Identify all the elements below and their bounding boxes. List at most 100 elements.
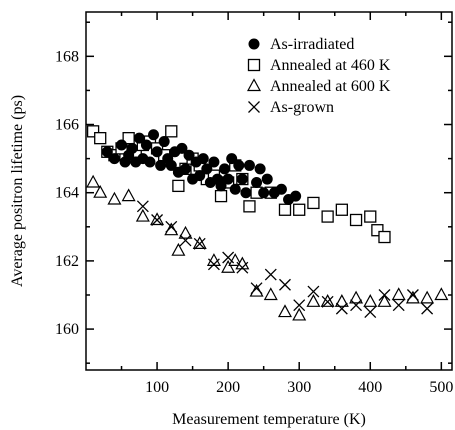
legend-label: As-irradiated: [270, 36, 354, 53]
point-cross: [151, 214, 164, 226]
point-filled-circle: [183, 149, 195, 161]
point-cross: [207, 258, 220, 271]
y-tick-label: 164: [55, 185, 79, 202]
point-cross: [222, 251, 235, 264]
x-tick-label: 500: [429, 379, 453, 396]
point-open-triangle: [249, 283, 264, 297]
point-open-square: [278, 203, 292, 216]
point-open-square: [335, 203, 348, 216]
point-open-triangle: [93, 184, 108, 198]
point-open-triangle: [292, 307, 307, 321]
axes: 100 200 300 400 500 160 162 164 166 168: [55, 11, 453, 396]
point-filled-circle: [261, 173, 273, 185]
point-filled-circle: [197, 153, 209, 165]
point-filled-circle: [258, 187, 270, 199]
point-filled-circle: [176, 142, 188, 154]
x-tick-label: 400: [358, 379, 382, 396]
point-filled-circle: [243, 159, 255, 171]
point-cross: [250, 282, 263, 295]
point-filled-circle: [254, 163, 266, 175]
point-open-square: [378, 230, 391, 244]
point-open-square: [94, 132, 107, 145]
y-tick-label: 168: [55, 48, 79, 65]
point-open-triangle: [349, 290, 364, 304]
point-filled-circle: [148, 129, 160, 141]
point-open-triangle: [363, 294, 378, 307]
x-tick-label: 300: [287, 379, 311, 396]
point-open-triangle: [192, 236, 207, 249]
point-filled-circle: [226, 153, 238, 165]
point-cross: [279, 278, 291, 291]
point-filled-circle: [140, 139, 152, 151]
point-cross: [165, 220, 178, 233]
point-filled-circle: [240, 187, 252, 199]
point-filled-circle: [229, 183, 241, 195]
point-open-square: [349, 213, 363, 227]
point-cross: [364, 306, 377, 318]
point-filled-circle: [155, 159, 167, 171]
point-filled-circle: [236, 173, 248, 185]
point-open-square: [321, 210, 334, 223]
point-open-triangle: [263, 287, 278, 301]
point-filled-circle: [275, 183, 287, 195]
point-filled-circle: [219, 163, 231, 175]
point-cross: [350, 299, 363, 312]
point-cross: [378, 289, 391, 301]
point-cross: [307, 285, 320, 298]
point-open-triangle: [320, 294, 335, 307]
legend-marker-cross: [248, 101, 260, 113]
point-filled-circle: [126, 142, 138, 154]
point-open-triangle: [164, 222, 179, 236]
point-open-triangle: [228, 253, 243, 266]
legend-marker-open-square: [247, 58, 261, 72]
x-axis-label: Measurement temperature (K): [172, 411, 366, 428]
y-tick-label: 166: [55, 117, 79, 134]
point-open-triangle: [206, 253, 221, 266]
legend-label: Annealed at 600 K: [270, 78, 391, 95]
point-open-triangle: [434, 287, 449, 301]
point-open-square: [172, 179, 185, 193]
x-tick-label: 100: [145, 379, 169, 396]
point-cross: [335, 302, 348, 315]
legend-marker-open-triangle: [246, 78, 262, 92]
point-open-triangle: [171, 242, 186, 256]
point-open-square: [371, 224, 384, 237]
point-open-square: [214, 189, 228, 203]
point-open-triangle: [107, 191, 122, 205]
point-open-triangle: [405, 290, 420, 304]
point-open-triangle: [86, 174, 101, 188]
point-open-square: [86, 125, 100, 138]
point-filled-circle: [151, 146, 163, 158]
point-open-square: [165, 125, 178, 138]
point-filled-circle: [222, 173, 234, 185]
point-open-square: [243, 200, 256, 213]
point-filled-circle: [233, 159, 245, 171]
point-open-triangle: [334, 294, 349, 307]
series-open-triangle: [86, 174, 449, 321]
point-cross: [406, 289, 419, 301]
point-filled-circle: [116, 139, 128, 151]
point-filled-circle: [215, 180, 227, 192]
point-cross: [179, 234, 192, 247]
point-filled-circle: [208, 156, 220, 168]
point-filled-circle: [108, 153, 120, 165]
point-filled-circle: [201, 163, 213, 175]
point-open-triangle: [178, 225, 193, 239]
point-filled-circle: [179, 163, 191, 175]
legend-label: As-grown: [270, 99, 334, 116]
point-cross: [293, 299, 306, 312]
data-points: [86, 125, 449, 321]
legend: As-irradiated Annealed at 460 K Annealed a…: [246, 36, 391, 116]
series-cross: [136, 200, 434, 318]
point-filled-circle: [144, 156, 156, 168]
y-axis-label: Average positron lifetime (ps): [9, 95, 26, 287]
point-open-triangle: [377, 294, 392, 307]
point-open-triangle: [150, 212, 165, 226]
point-open-triangle: [121, 188, 136, 202]
point-cross: [136, 200, 149, 213]
point-cross: [421, 302, 434, 315]
point-filled-circle: [165, 159, 177, 171]
point-filled-circle: [290, 190, 302, 202]
legend-marker-filled-circle: [248, 38, 260, 50]
